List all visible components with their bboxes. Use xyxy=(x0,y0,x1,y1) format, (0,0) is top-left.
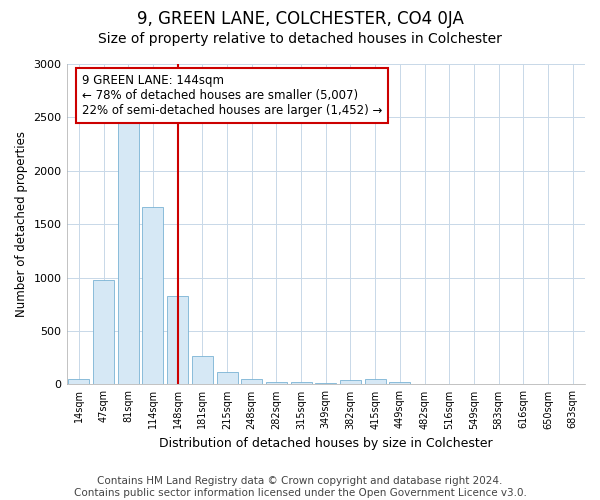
Text: Contains HM Land Registry data © Crown copyright and database right 2024.
Contai: Contains HM Land Registry data © Crown c… xyxy=(74,476,526,498)
Y-axis label: Number of detached properties: Number of detached properties xyxy=(15,131,28,317)
Bar xyxy=(118,122,139,384)
Bar xyxy=(217,372,238,384)
Bar xyxy=(241,378,262,384)
Bar xyxy=(340,380,361,384)
Bar xyxy=(290,382,311,384)
Bar xyxy=(142,207,163,384)
Bar xyxy=(192,356,213,384)
Bar xyxy=(266,382,287,384)
Bar xyxy=(167,296,188,384)
Bar xyxy=(389,382,410,384)
Bar xyxy=(68,379,89,384)
Text: 9 GREEN LANE: 144sqm
← 78% of detached houses are smaller (5,007)
22% of semi-de: 9 GREEN LANE: 144sqm ← 78% of detached h… xyxy=(82,74,382,116)
Bar xyxy=(365,379,386,384)
Text: Size of property relative to detached houses in Colchester: Size of property relative to detached ho… xyxy=(98,32,502,46)
X-axis label: Distribution of detached houses by size in Colchester: Distribution of detached houses by size … xyxy=(159,437,493,450)
Text: 9, GREEN LANE, COLCHESTER, CO4 0JA: 9, GREEN LANE, COLCHESTER, CO4 0JA xyxy=(137,10,463,28)
Bar xyxy=(315,383,336,384)
Bar xyxy=(93,280,114,384)
